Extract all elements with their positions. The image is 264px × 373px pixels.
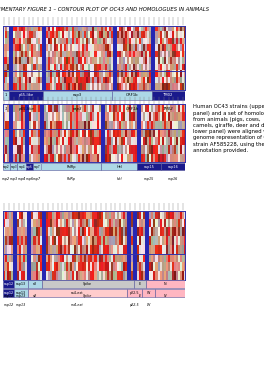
Text: SUPPLEMENTARY FIGURE 1 – CONTOUR PLOT OF OC43 AND HOMOLOGUES IN ANIMALS: SUPPLEMENTARY FIGURE 1 – CONTOUR PLOT OF… (0, 7, 209, 12)
Bar (3, 91, 9, 100)
Text: nsp4: nsp4 (18, 177, 26, 181)
Text: Spike: Spike (83, 294, 92, 298)
Text: nsp3: nsp3 (73, 107, 82, 112)
Bar (112, 91, 152, 100)
Text: N: N (164, 294, 167, 298)
Text: TM02: TM02 (163, 107, 174, 112)
Text: nsp2: nsp2 (2, 177, 10, 181)
Text: nsp7: nsp7 (34, 165, 40, 169)
Text: nsp2: nsp2 (3, 165, 10, 169)
Text: nsp16: nsp16 (168, 177, 178, 181)
Bar (43, 91, 112, 100)
Text: nsp15: nsp15 (144, 165, 155, 169)
Text: nsp16: nsp16 (168, 165, 178, 169)
Text: ns4-ext: ns4-ext (71, 303, 84, 307)
Bar (28, 289, 126, 297)
Text: Hel: Hel (116, 165, 122, 169)
Bar (28, 280, 42, 288)
Text: Spike: Spike (83, 282, 92, 286)
Text: Hel: Hel (116, 177, 122, 181)
Text: 1: 1 (5, 94, 7, 97)
Text: TM02: TM02 (163, 94, 174, 97)
Text: n2: n2 (33, 294, 37, 298)
Text: nsp7: nsp7 (33, 177, 41, 181)
Text: Human OC43 strains (upper
panel) and a set of homologues
from animals (pigs, cow: Human OC43 strains (upper panel) and a s… (193, 104, 264, 153)
Bar (41, 163, 101, 170)
Text: nsp12: nsp12 (3, 282, 14, 286)
Bar (126, 289, 142, 297)
Text: ns4-ext: ns4-ext (71, 291, 84, 295)
Text: nsp13: nsp13 (16, 303, 26, 307)
Bar (15, 280, 28, 288)
Bar (42, 280, 134, 288)
Text: E: E (139, 282, 141, 286)
Bar (146, 280, 185, 288)
Bar (3, 163, 10, 170)
Text: nsp3: nsp3 (10, 177, 18, 181)
Text: nsp15: nsp15 (144, 177, 154, 181)
Text: n2: n2 (33, 282, 37, 286)
Text: RdRp: RdRp (67, 177, 76, 181)
Bar (152, 91, 185, 100)
Bar (155, 289, 185, 297)
Bar (26, 163, 33, 170)
Bar (33, 163, 41, 170)
Bar (142, 289, 155, 297)
Text: E: E (139, 294, 141, 298)
Text: nsp6: nsp6 (26, 177, 34, 181)
Text: ORF1b: ORF1b (125, 107, 139, 112)
Text: nsp13: nsp13 (16, 282, 26, 286)
Text: 1: 1 (4, 107, 7, 112)
Text: p65-like: p65-like (18, 107, 34, 112)
Text: W: W (147, 291, 150, 295)
Text: nsp13: nsp13 (16, 294, 26, 298)
Bar (101, 163, 138, 170)
Bar (9, 91, 43, 100)
Bar (161, 163, 185, 170)
Bar (138, 163, 161, 170)
Bar (3, 289, 15, 297)
Text: nsp4: nsp4 (18, 165, 25, 169)
Text: ORF1b: ORF1b (126, 94, 138, 97)
Bar (17, 163, 26, 170)
Text: p22.5: p22.5 (129, 303, 139, 307)
Text: nsp12: nsp12 (3, 303, 14, 307)
Text: W: W (147, 303, 150, 307)
Text: nsp6: nsp6 (26, 165, 33, 169)
Text: nsp13: nsp13 (16, 291, 26, 295)
Bar (3, 280, 15, 288)
Text: nsp3: nsp3 (73, 94, 82, 97)
Text: p65-like: p65-like (18, 94, 34, 97)
Text: nsp12: nsp12 (3, 291, 14, 295)
Text: nsp3: nsp3 (10, 165, 17, 169)
Text: nsp12: nsp12 (3, 294, 14, 298)
Text: N: N (164, 282, 167, 286)
Bar (134, 280, 146, 288)
Bar (15, 289, 28, 297)
Text: RdRp: RdRp (66, 165, 76, 169)
Text: p22.5: p22.5 (130, 291, 139, 295)
Bar (10, 163, 17, 170)
